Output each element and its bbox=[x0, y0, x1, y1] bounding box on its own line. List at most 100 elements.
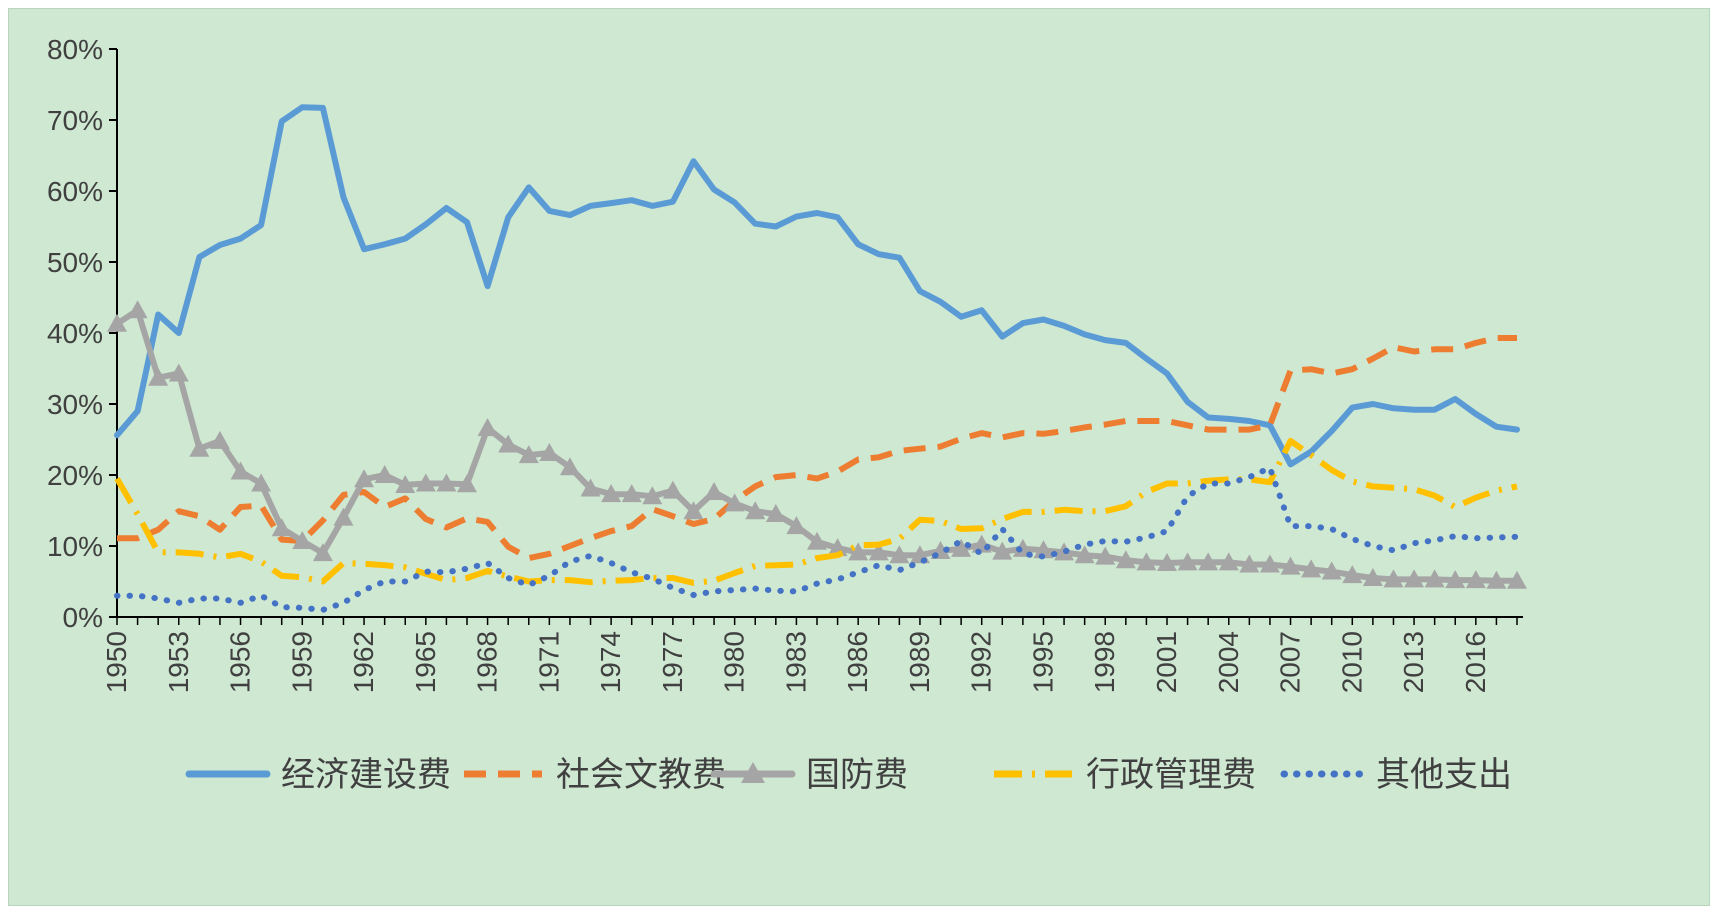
x-tick-label: 1986 bbox=[842, 631, 873, 693]
series-point bbox=[1259, 554, 1280, 573]
series-point bbox=[209, 430, 230, 449]
y-tick-label: 50% bbox=[47, 247, 103, 278]
series-point bbox=[1136, 552, 1157, 571]
x-tick-label: 1962 bbox=[348, 631, 379, 693]
series-point bbox=[559, 457, 580, 476]
legend-item-1: 经济建设费 bbox=[185, 755, 451, 795]
x-tick-label: 2001 bbox=[1151, 631, 1182, 693]
series-point bbox=[683, 501, 704, 520]
x-tick-label: 1959 bbox=[286, 631, 317, 693]
series-point bbox=[457, 474, 477, 493]
x-tick-label: 1980 bbox=[719, 631, 750, 693]
legend-item-3: 国防费 bbox=[710, 755, 908, 795]
legend-item-2: 社会文教费 bbox=[464, 755, 726, 795]
series-point bbox=[127, 300, 148, 319]
x-tick-label: 1974 bbox=[595, 631, 626, 693]
x-tick-label: 2010 bbox=[1336, 631, 1367, 693]
legend-label: 社会文教费 bbox=[556, 755, 726, 795]
y-tick-label: 40% bbox=[47, 318, 103, 349]
y-tick-label: 60% bbox=[47, 176, 103, 207]
y-tick-label: 30% bbox=[47, 389, 103, 420]
series-point bbox=[436, 473, 457, 492]
series-point bbox=[189, 438, 210, 457]
series-point bbox=[1115, 550, 1136, 569]
legend-label: 行政管理费 bbox=[1086, 755, 1256, 795]
x-tick-label: 2016 bbox=[1460, 631, 1491, 693]
series-line bbox=[114, 104, 1520, 468]
line-chart: 0% 10% 20% 30% 40% 50% 60% 70% 80% 1950 1953 1956 19… bbox=[47, 34, 1527, 795]
legend-marker bbox=[741, 762, 765, 783]
legend-label: 其他支出 bbox=[1376, 755, 1512, 795]
series-point bbox=[1507, 570, 1527, 589]
axes: 0% 10% 20% 30% 40% 50% 60% 70% 80% 1950 1953 1956 19… bbox=[47, 34, 1523, 693]
series-point bbox=[992, 541, 1013, 560]
series-point bbox=[1445, 570, 1466, 589]
x-tick-label: 2013 bbox=[1398, 631, 1429, 693]
series-point bbox=[1033, 540, 1054, 559]
series-point bbox=[642, 486, 663, 505]
series-point bbox=[1074, 545, 1095, 564]
x-tick-label: 1950 bbox=[101, 631, 132, 693]
series-point bbox=[1095, 546, 1116, 565]
series-point bbox=[765, 504, 786, 523]
legend-label: 国防费 bbox=[806, 755, 908, 795]
series-point bbox=[395, 474, 416, 493]
series-point bbox=[1321, 561, 1342, 580]
series-point bbox=[1362, 567, 1383, 586]
series-point bbox=[889, 545, 910, 564]
x-tick-label: 2007 bbox=[1275, 631, 1306, 693]
x-tick-label: 1953 bbox=[163, 631, 194, 693]
series-point bbox=[312, 543, 333, 562]
series-point bbox=[601, 484, 622, 503]
x-tick-label: 1992 bbox=[966, 631, 997, 693]
series-point bbox=[1342, 565, 1363, 584]
y-tick-label: 80% bbox=[47, 34, 103, 65]
series-point bbox=[827, 538, 848, 557]
series-line bbox=[114, 464, 1520, 613]
legend: 经济建设费 社会文教费 国防费 行政管理费 其他支出 bbox=[185, 755, 1512, 795]
series-point bbox=[580, 478, 601, 497]
series-point bbox=[1198, 552, 1219, 571]
x-tick-label: 1968 bbox=[472, 631, 503, 693]
x-tick-label: 1977 bbox=[657, 631, 688, 693]
series-point bbox=[168, 363, 189, 382]
series-point bbox=[415, 473, 436, 492]
x-tick-label: 1965 bbox=[410, 631, 441, 693]
series-point bbox=[1301, 559, 1322, 578]
series-line bbox=[117, 335, 1517, 562]
series-point bbox=[1424, 569, 1445, 588]
series-point bbox=[333, 507, 354, 526]
x-tick-label: 2004 bbox=[1213, 631, 1244, 693]
legend-item-5: 其他支出 bbox=[1280, 755, 1512, 795]
series-4 bbox=[114, 437, 1518, 586]
series-point bbox=[807, 531, 827, 550]
series-point bbox=[107, 313, 127, 332]
series-point bbox=[848, 542, 869, 561]
series-2 bbox=[117, 335, 1517, 562]
series-point bbox=[354, 469, 375, 488]
series-point bbox=[251, 473, 272, 492]
x-tick-label: 1998 bbox=[1089, 631, 1120, 693]
series-point bbox=[477, 418, 498, 437]
series-point bbox=[271, 518, 292, 537]
chart-frame: 0% 10% 20% 30% 40% 50% 60% 70% 80% 1950 1953 1956 19… bbox=[8, 8, 1710, 906]
x-tick-label: 1983 bbox=[780, 631, 811, 693]
y-tick-label: 70% bbox=[47, 105, 103, 136]
series-point bbox=[1383, 569, 1404, 588]
series-point bbox=[518, 445, 539, 464]
series-1 bbox=[114, 104, 1520, 468]
series-3 bbox=[107, 300, 1527, 589]
series-point bbox=[498, 434, 519, 453]
x-tick-label: 1971 bbox=[533, 631, 564, 693]
series-point bbox=[1177, 552, 1198, 571]
series-point bbox=[745, 501, 766, 520]
series-point bbox=[1404, 569, 1425, 588]
series-point bbox=[539, 442, 560, 461]
x-tick-label: 1989 bbox=[904, 631, 935, 693]
series-point bbox=[786, 516, 807, 535]
y-tick-label: 0% bbox=[63, 602, 103, 633]
x-tick-label: 1956 bbox=[225, 631, 256, 693]
series-5 bbox=[114, 464, 1520, 613]
series-point bbox=[868, 542, 889, 561]
series-point bbox=[662, 480, 683, 499]
